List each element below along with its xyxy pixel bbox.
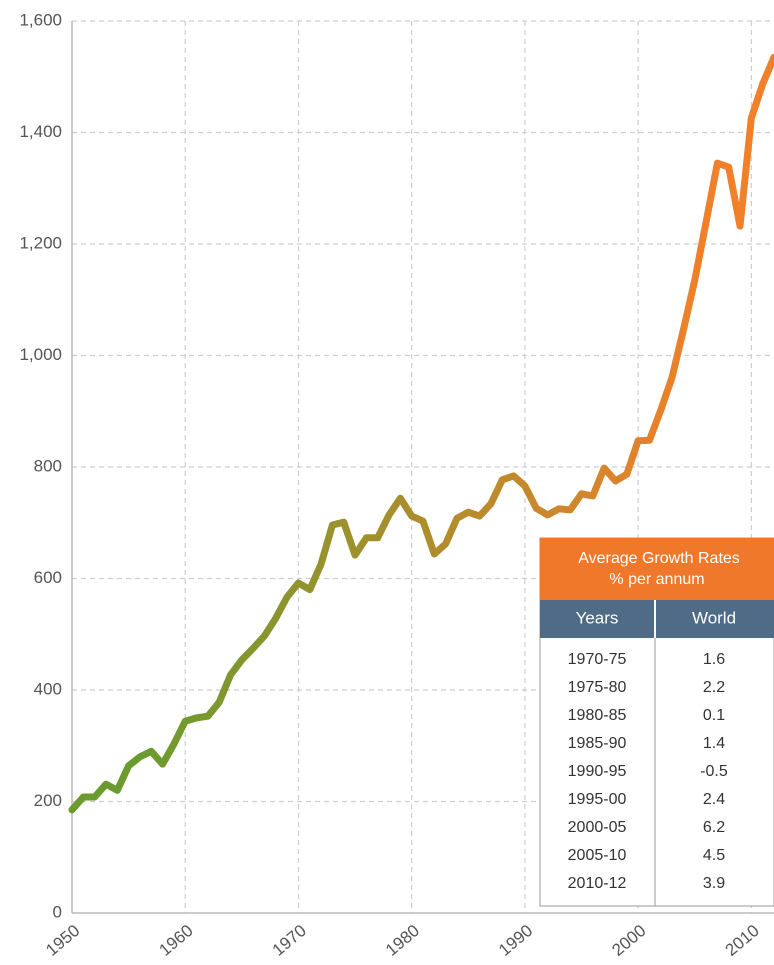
x-tick-label: 1980 [382, 921, 423, 960]
y-tick-label: 800 [34, 456, 62, 475]
table-cell: 1970-75 [568, 651, 627, 668]
x-tick-label: 2010 [722, 921, 763, 960]
table-cell: 2.2 [703, 679, 725, 696]
table-cell: 4.5 [703, 847, 725, 864]
y-tick-label: 0 [53, 902, 62, 921]
x-tick-label: 1970 [269, 921, 310, 960]
table-cell: 1990-95 [568, 763, 627, 780]
table-cell: 1995-00 [568, 791, 627, 808]
table-header: Years [576, 608, 619, 627]
table-cell: 1975-80 [568, 679, 627, 696]
table-title-bg [540, 538, 774, 600]
y-tick-label: 1,000 [19, 345, 62, 364]
y-tick-label: 1,600 [19, 10, 62, 29]
line [68, 53, 774, 814]
table-cell: 1.6 [703, 651, 725, 668]
table-subtitle: % per annum [609, 571, 704, 588]
y-tick-label: 600 [34, 568, 62, 587]
table-cell: 3.9 [703, 875, 725, 892]
table-cell: 2.4 [703, 791, 725, 808]
table-header: World [692, 608, 736, 627]
table-cell: 0.1 [703, 707, 725, 724]
x-tick-label: 1950 [42, 921, 83, 960]
y-tick-label: 400 [34, 679, 62, 698]
x-tick-label: 2000 [608, 921, 649, 960]
growth-table: Average Growth Rates % per annum Years Worl… [539, 537, 774, 907]
x-tick-label: 1990 [495, 921, 536, 960]
y-tick-label: 1,400 [19, 122, 62, 141]
table-cell: 1.4 [703, 735, 725, 752]
y-tick-label: 200 [34, 791, 62, 810]
x-tick-label: 1960 [155, 921, 196, 960]
table-cell: 2010-12 [568, 875, 627, 892]
table-cell: -0.5 [700, 763, 728, 780]
table-title: Average Growth Rates [578, 550, 740, 567]
table-cell: 6.2 [703, 819, 725, 836]
table-header-bg [540, 600, 774, 638]
table-cell: 1980-85 [568, 707, 627, 724]
table-cell: 2005-10 [568, 847, 627, 864]
table-cell: 1985-90 [568, 735, 627, 752]
y-tick-label: 1,200 [19, 233, 62, 252]
table-cell: 2000-05 [568, 819, 627, 836]
